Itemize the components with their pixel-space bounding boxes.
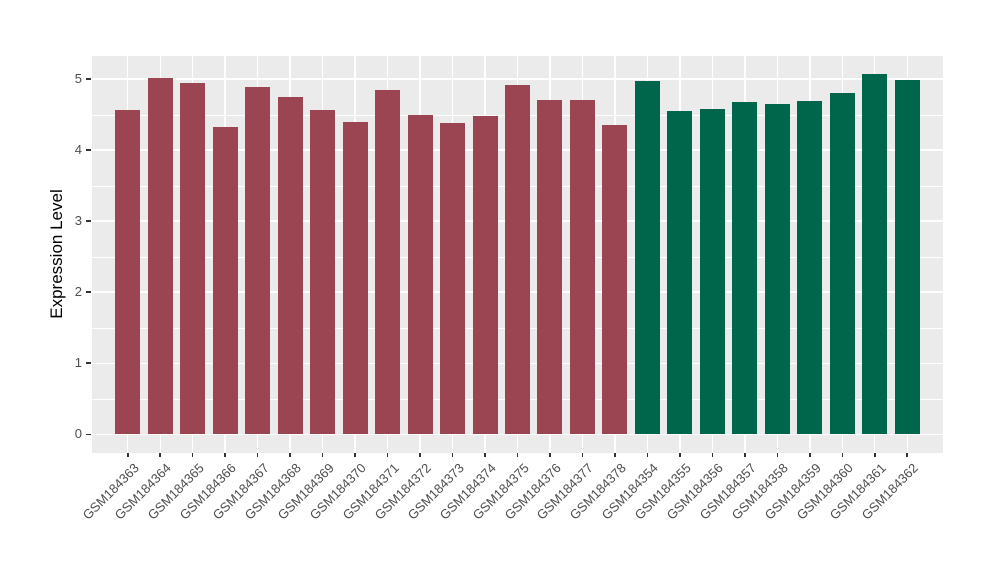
x-tick-mark [126, 453, 129, 457]
y-tick-label: 3 [74, 213, 82, 229]
bar [212, 127, 238, 435]
bar [180, 82, 206, 435]
bar [115, 110, 141, 435]
x-tick-mark [809, 453, 811, 457]
x-tick-mark [354, 453, 356, 457]
bar [277, 96, 303, 435]
x-tick-mark [679, 453, 681, 457]
y-tick-label: 2 [74, 284, 82, 300]
x-tick-mark [581, 453, 584, 457]
bar [245, 86, 271, 435]
bar [699, 108, 725, 435]
x-tick-mark [516, 453, 519, 457]
x-tick-mark [191, 453, 194, 457]
bar [310, 109, 336, 435]
y-tick-label: 5 [74, 71, 82, 86]
bar [342, 121, 368, 435]
bar [440, 123, 466, 435]
x-tick-mark [744, 453, 746, 457]
y-tick-mark [86, 291, 91, 293]
x-tick-mark [159, 453, 161, 457]
x-tick-mark [614, 453, 616, 457]
bar [569, 100, 595, 435]
plot-panel [92, 56, 943, 453]
x-tick-mark [224, 453, 226, 457]
y-tick-mark [86, 149, 91, 151]
y-tick-mark [86, 433, 91, 436]
x-tick-mark [484, 453, 486, 457]
x-tick-mark [289, 453, 291, 457]
y-tick-mark [86, 362, 91, 365]
bar [667, 110, 693, 435]
bar [894, 79, 920, 435]
y-tick-label: 1 [74, 355, 82, 371]
y-tick-mark [86, 220, 91, 222]
bar [375, 89, 401, 435]
x-tick-mark [386, 453, 389, 457]
x-tick-mark [873, 453, 876, 457]
bar [472, 115, 498, 435]
x-tick-mark [419, 453, 421, 457]
bar [602, 125, 628, 435]
bar [634, 81, 660, 435]
x-tick-mark [776, 453, 779, 457]
y-tick-label: 0 [74, 426, 82, 442]
x-tick-mark [451, 453, 454, 457]
bar [732, 101, 758, 435]
bar [147, 78, 173, 435]
bar [829, 92, 855, 435]
bar [537, 100, 563, 435]
y-tick-mark [86, 78, 91, 80]
bar [862, 74, 888, 435]
x-tick-mark [646, 453, 649, 457]
bar [764, 103, 790, 435]
x-tick-mark [321, 453, 324, 457]
bar [797, 101, 823, 435]
bar [505, 84, 530, 435]
x-tick-mark [711, 453, 714, 457]
bar [407, 115, 433, 435]
x-tick-mark [841, 453, 844, 457]
y-tick-label: 4 [74, 142, 82, 158]
x-tick-mark [549, 453, 551, 457]
x-tick-mark [256, 453, 259, 457]
x-tick-mark [906, 453, 909, 457]
